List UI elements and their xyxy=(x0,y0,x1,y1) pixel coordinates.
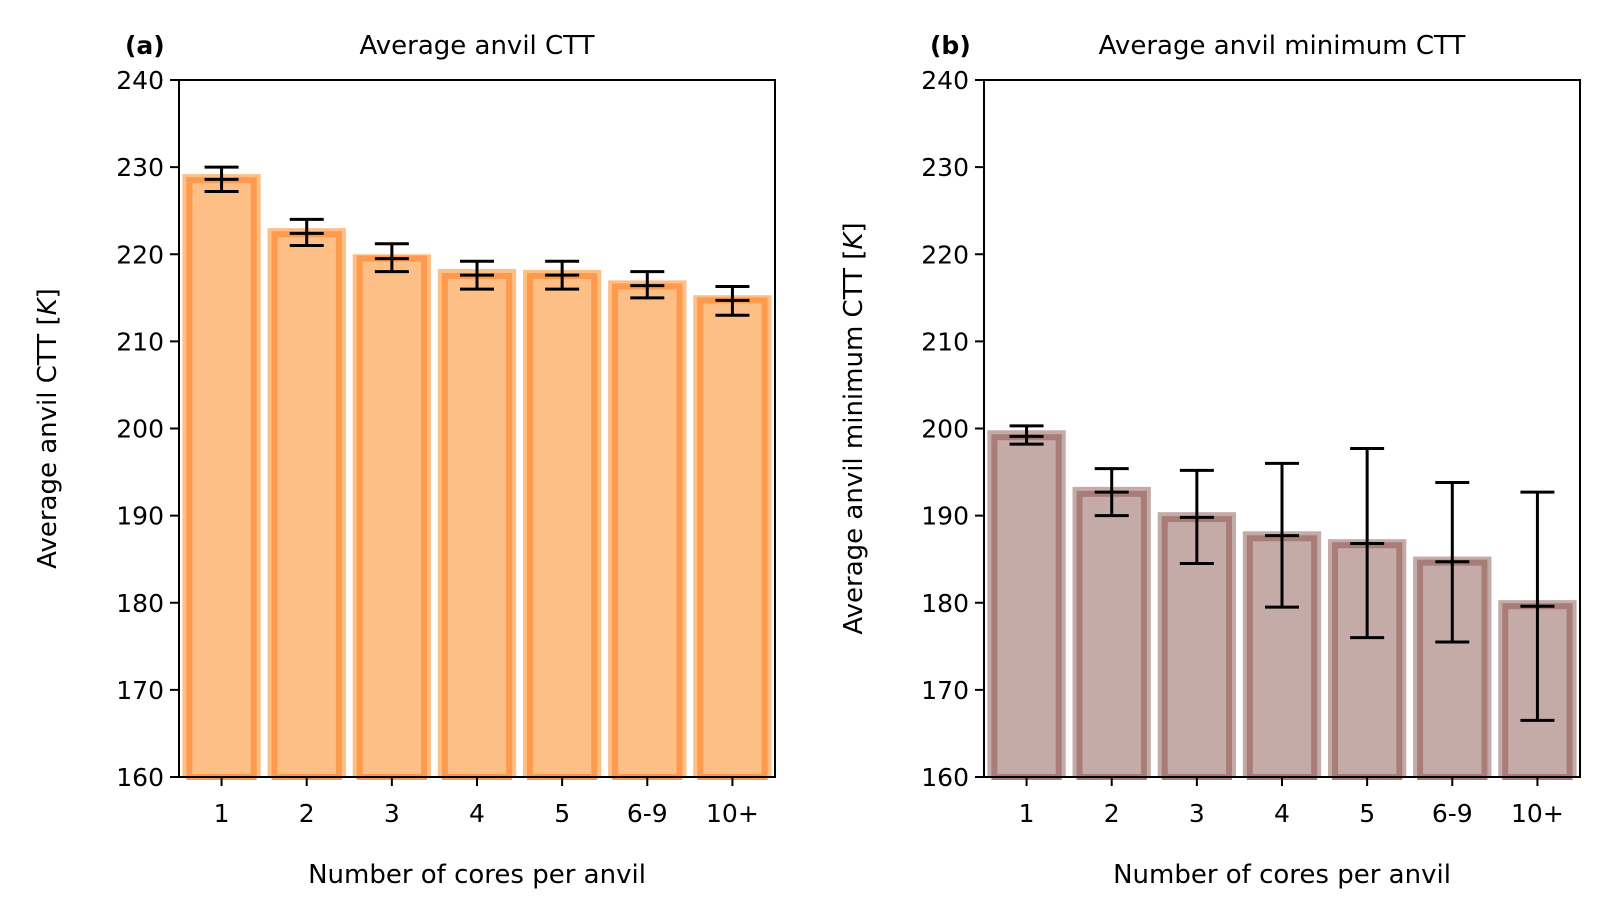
y-axis-title-text: Average anvil minimum CTT [ xyxy=(839,250,869,635)
y-tick-label: 170 xyxy=(921,676,969,705)
y-tick-label: 240 xyxy=(116,66,164,95)
x-tick-label: 4 xyxy=(1274,799,1290,828)
y-tick-label: 200 xyxy=(116,415,164,444)
x-tick-label: 5 xyxy=(1359,799,1375,828)
x-tick-label: 10+ xyxy=(1511,799,1564,828)
panel-b: 160 170 180 190 200 210 220 230 240 1 2 3 4 5 6-9 10+ Nu… xyxy=(839,31,1581,890)
panel-a: 160 170 180 190 200 210 220 230 240 1 2 3 4 5 6-9 10+ Nu… xyxy=(33,31,776,890)
panel-letter: (a) xyxy=(125,31,165,60)
y-tick-label: 170 xyxy=(116,676,164,705)
bar-5 xyxy=(522,269,602,777)
x-tick-label: 4 xyxy=(469,799,485,828)
y-tick-label: 220 xyxy=(116,240,164,269)
y-tick-label: 210 xyxy=(921,327,969,356)
panel-title: Average anvil minimum CTT xyxy=(1099,31,1466,61)
x-tick-label: 2 xyxy=(299,799,315,828)
x-tick-label: 5 xyxy=(554,799,570,828)
y-tick-label: 200 xyxy=(921,415,969,444)
y-axis-title-text: Average anvil CTT [ xyxy=(33,315,63,568)
y-axis-title-bracket: ] xyxy=(33,288,63,298)
y-tick-label: 220 xyxy=(921,240,969,269)
bar-4 xyxy=(437,269,517,777)
y-axis-title: Average anvil CTT [K] xyxy=(33,288,63,569)
y-tick-label: 230 xyxy=(921,153,969,182)
panel-title: Average anvil CTT xyxy=(359,31,594,61)
bar-2 xyxy=(267,228,346,778)
y-tick-label: 160 xyxy=(116,763,164,792)
y-tick-label: 180 xyxy=(116,589,164,618)
y-tick-label: 190 xyxy=(921,502,969,531)
bar-2 xyxy=(1072,486,1151,777)
x-tick-label: 6-9 xyxy=(627,799,668,828)
y-tick-label: 180 xyxy=(921,589,969,618)
bar-6-9 xyxy=(608,280,687,777)
x-tick-label: 1 xyxy=(1019,799,1035,828)
y-axis-title: Average anvil minimum CTT [K] xyxy=(839,222,869,634)
bar-1 xyxy=(987,430,1066,777)
x-tick-label: 3 xyxy=(1189,799,1205,828)
x-tick-label: 6-9 xyxy=(1432,799,1473,828)
y-axis-title-bracket: ] xyxy=(839,222,869,232)
x-tick-label: 3 xyxy=(384,799,400,828)
x-axis-title: Number of cores per anvil xyxy=(1113,860,1451,890)
y-axis-title-unit: K xyxy=(839,231,869,250)
y-tick-label: 240 xyxy=(921,66,969,95)
y-tick-label: 230 xyxy=(116,153,164,182)
x-axis-title: Number of cores per anvil xyxy=(308,860,646,890)
panel-letter: (b) xyxy=(930,31,971,60)
x-tick-label: 1 xyxy=(214,799,230,828)
bar-1 xyxy=(182,174,261,778)
y-tick-label: 160 xyxy=(921,763,969,792)
x-tick-label: 10+ xyxy=(706,799,759,828)
bar-10+ xyxy=(693,295,772,777)
y-tick-label: 210 xyxy=(116,327,164,356)
y-axis-title-unit: K xyxy=(33,296,63,315)
bar-3 xyxy=(352,254,432,777)
y-tick-label: 190 xyxy=(116,502,164,531)
x-tick-label: 2 xyxy=(1104,799,1120,828)
